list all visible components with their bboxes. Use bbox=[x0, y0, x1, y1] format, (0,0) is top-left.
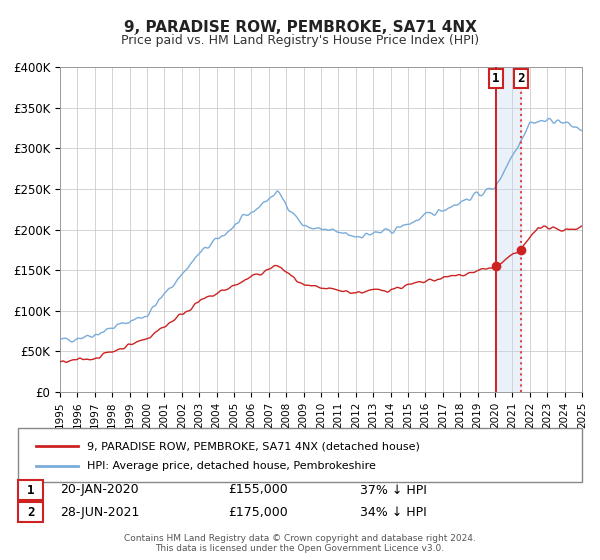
Text: 9, PARADISE ROW, PEMBROKE, SA71 4NX (detached house): 9, PARADISE ROW, PEMBROKE, SA71 4NX (det… bbox=[87, 441, 420, 451]
Text: 20-JAN-2020: 20-JAN-2020 bbox=[60, 483, 139, 497]
Text: 9, PARADISE ROW, PEMBROKE, SA71 4NX: 9, PARADISE ROW, PEMBROKE, SA71 4NX bbox=[124, 20, 476, 35]
Text: Contains HM Land Registry data © Crown copyright and database right 2024.
This d: Contains HM Land Registry data © Crown c… bbox=[124, 534, 476, 553]
Text: £175,000: £175,000 bbox=[228, 506, 288, 519]
Text: £155,000: £155,000 bbox=[228, 483, 288, 497]
Bar bbox=[496, 67, 521, 392]
Text: 37% ↓ HPI: 37% ↓ HPI bbox=[360, 483, 427, 497]
Text: 1: 1 bbox=[492, 72, 500, 85]
Text: 2: 2 bbox=[27, 506, 34, 519]
Text: HPI: Average price, detached house, Pembrokeshire: HPI: Average price, detached house, Pemb… bbox=[87, 461, 376, 472]
Text: 28-JUN-2021: 28-JUN-2021 bbox=[60, 506, 139, 519]
Text: Price paid vs. HM Land Registry's House Price Index (HPI): Price paid vs. HM Land Registry's House … bbox=[121, 34, 479, 46]
Text: 2: 2 bbox=[517, 72, 524, 85]
Text: 1: 1 bbox=[27, 483, 34, 497]
Text: 34% ↓ HPI: 34% ↓ HPI bbox=[360, 506, 427, 519]
